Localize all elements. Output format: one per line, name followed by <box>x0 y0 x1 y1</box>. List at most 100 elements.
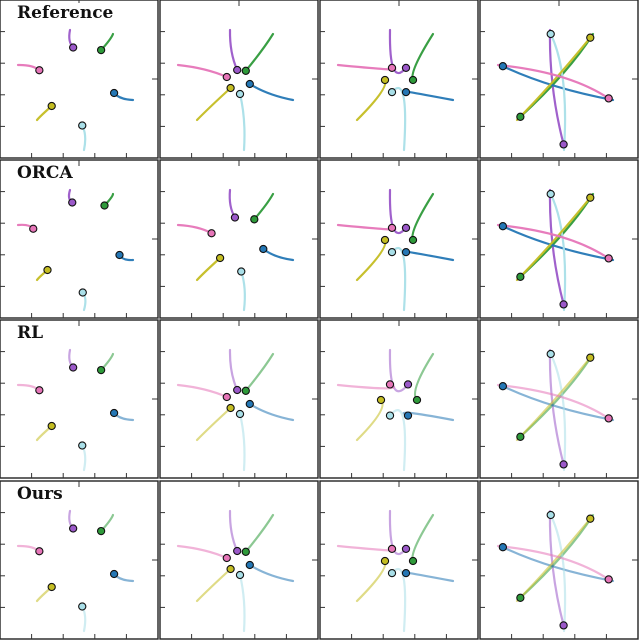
panel-r0-c1 <box>159 0 319 159</box>
panel-frame <box>319 480 479 640</box>
trajectory-purple <box>548 188 565 306</box>
agent-pink-marker <box>222 72 231 82</box>
agent-green-marker <box>516 112 525 121</box>
agent-lightblue-marker <box>237 267 246 276</box>
trajectory-pink <box>496 383 610 420</box>
agent-green-marker <box>100 201 109 210</box>
agent-yellow-marker <box>226 564 235 574</box>
trajectory-pink <box>496 223 610 260</box>
trajectory-yellow <box>515 36 592 122</box>
agent-green-marker <box>408 75 418 85</box>
agent-purple-marker <box>233 385 242 395</box>
agent-lightblue-marker <box>387 247 397 257</box>
agent-pink-marker <box>29 224 38 233</box>
agent-purple-marker <box>69 524 78 533</box>
panel-frame <box>159 480 319 640</box>
agent-green-marker <box>408 235 418 245</box>
agent-blue-marker <box>401 568 411 578</box>
agent-purple-marker <box>559 621 568 630</box>
agent-purple-marker <box>233 546 242 556</box>
agent-green-marker <box>241 547 250 556</box>
agent-lightblue-marker <box>546 189 555 199</box>
agent-lightblue-marker <box>235 409 245 419</box>
panel-r1-c2 <box>319 159 479 319</box>
trajectory-purple <box>548 28 565 146</box>
trajectory-lightblue <box>549 513 567 633</box>
agent-yellow-marker <box>47 582 56 592</box>
agent-lightblue-marker <box>78 288 87 297</box>
panel-frame <box>159 0 319 159</box>
agent-green-marker <box>412 395 422 405</box>
agent-yellow-marker <box>586 514 595 523</box>
agent-green-marker <box>241 66 250 75</box>
agent-lightblue-marker <box>546 349 555 359</box>
agent-yellow-marker <box>376 395 386 405</box>
panel-frame <box>0 159 159 319</box>
panel-r3-c2 <box>319 480 479 640</box>
row-label-ours: Ours <box>14 484 66 504</box>
agent-blue-marker <box>245 560 254 570</box>
agent-lightblue-marker <box>235 570 245 580</box>
row-label-rl: RL <box>14 323 47 343</box>
agent-blue-marker <box>245 79 254 89</box>
trajectory-blue <box>501 225 615 262</box>
agent-lightblue-marker <box>78 602 87 611</box>
trajectory-lightblue <box>238 573 246 633</box>
panel-r3-c1 <box>159 480 319 640</box>
agent-purple-marker <box>559 300 568 309</box>
panel-frame <box>159 159 319 319</box>
panel-r2-c3 <box>479 319 639 479</box>
panel-frame <box>0 0 159 159</box>
agent-blue-marker <box>498 222 508 231</box>
agent-purple-marker <box>69 363 78 372</box>
agent-purple-marker <box>559 140 568 149</box>
agent-yellow-marker <box>47 421 56 431</box>
panel-r2-c0 <box>0 319 159 479</box>
agent-pink-marker <box>207 229 216 238</box>
agent-yellow-marker <box>226 83 235 93</box>
agent-pink-marker <box>604 94 613 103</box>
panel-r2-c2 <box>319 319 479 479</box>
agent-green-marker <box>96 365 106 375</box>
agent-purple-marker <box>69 43 78 52</box>
panel-r3-c3 <box>479 480 639 640</box>
agent-green-marker <box>516 272 525 281</box>
trajectory-yellow <box>515 196 592 282</box>
agent-pink-marker <box>35 386 44 395</box>
trajectory-purple <box>548 509 565 627</box>
trajectory-green <box>244 32 275 72</box>
agent-purple-marker <box>401 63 411 73</box>
agent-blue-marker <box>498 382 508 391</box>
panel-r0-c0 <box>0 0 159 159</box>
agent-purple-marker <box>559 460 568 469</box>
trajectory-pink <box>496 544 610 581</box>
agent-pink-marker <box>604 254 613 263</box>
trajectory-blue <box>501 385 615 422</box>
agent-pink-marker <box>387 63 397 73</box>
agent-blue-marker <box>115 250 124 260</box>
trajectory-yellow <box>515 356 592 442</box>
panel-r3-c0 <box>0 480 159 640</box>
agent-lightblue-marker <box>546 510 555 520</box>
trajectory-yellow <box>195 86 232 122</box>
trajectory-lightblue <box>549 352 567 472</box>
agent-blue-marker <box>109 88 119 98</box>
agent-pink-marker <box>35 66 44 75</box>
agent-yellow-marker <box>47 101 56 111</box>
agent-lightblue-marker <box>235 89 245 99</box>
agent-pink-marker <box>35 547 44 556</box>
trajectory-yellow <box>195 406 232 442</box>
agent-purple-marker <box>403 380 413 389</box>
panel-frame <box>0 319 159 479</box>
trajectory-yellow <box>515 517 592 603</box>
agent-pink-marker <box>604 575 613 584</box>
agent-lightblue-marker <box>546 29 555 39</box>
trajectory-pink <box>496 63 610 100</box>
agent-pink-marker <box>387 544 397 554</box>
agent-yellow-marker <box>380 235 390 245</box>
panel-r0-c3 <box>479 0 639 159</box>
agent-yellow-marker <box>380 75 390 85</box>
agent-blue-marker <box>498 543 508 552</box>
panel-r1-c0 <box>0 159 159 319</box>
